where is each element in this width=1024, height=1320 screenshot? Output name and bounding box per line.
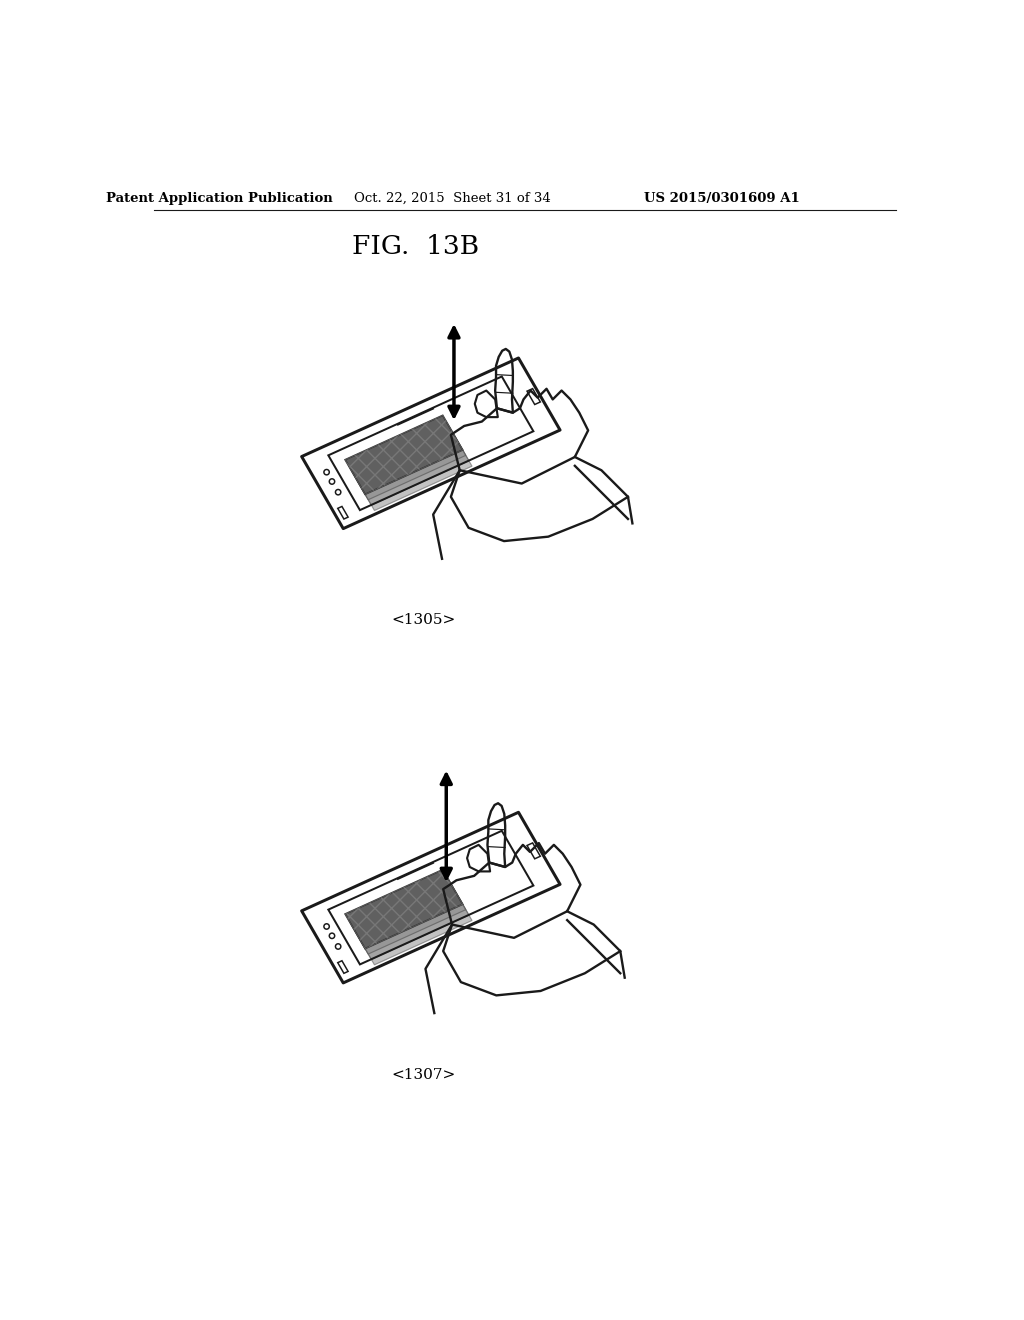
Text: Patent Application Publication: Patent Application Publication xyxy=(105,191,333,205)
Text: US 2015/0301609 A1: US 2015/0301609 A1 xyxy=(644,191,800,205)
Polygon shape xyxy=(345,416,463,494)
Polygon shape xyxy=(348,421,466,500)
Polygon shape xyxy=(348,875,466,954)
Polygon shape xyxy=(354,432,472,511)
Text: <1307>: <1307> xyxy=(391,1068,456,1081)
Polygon shape xyxy=(351,880,469,960)
Text: FIG.  13B: FIG. 13B xyxy=(352,235,479,260)
Text: <1305>: <1305> xyxy=(391,614,456,627)
Polygon shape xyxy=(354,886,472,965)
Polygon shape xyxy=(351,426,469,506)
Text: Oct. 22, 2015  Sheet 31 of 34: Oct. 22, 2015 Sheet 31 of 34 xyxy=(354,191,551,205)
Polygon shape xyxy=(345,870,463,949)
